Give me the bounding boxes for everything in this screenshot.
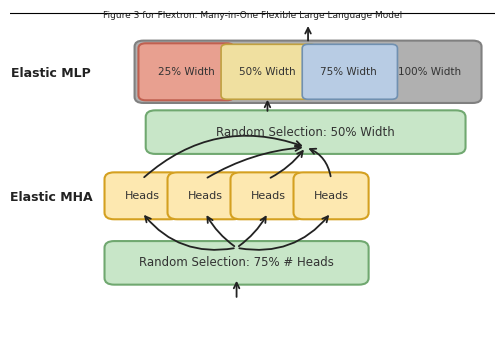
FancyBboxPatch shape: [146, 110, 466, 154]
FancyBboxPatch shape: [134, 41, 482, 103]
FancyBboxPatch shape: [168, 172, 243, 219]
Text: Random Selection: 50% Width: Random Selection: 50% Width: [216, 126, 395, 139]
Text: Heads: Heads: [124, 191, 160, 201]
Text: 50% Width: 50% Width: [239, 67, 296, 77]
FancyBboxPatch shape: [221, 44, 316, 99]
Text: Figure 3 for Flextron: Many-in-One Flexible Large Language Model: Figure 3 for Flextron: Many-in-One Flexi…: [103, 11, 402, 20]
Text: Random Selection: 75% # Heads: Random Selection: 75% # Heads: [139, 256, 334, 269]
Text: Elastic MLP: Elastic MLP: [11, 67, 91, 80]
FancyBboxPatch shape: [294, 172, 369, 219]
Text: Elastic MHA: Elastic MHA: [10, 191, 93, 204]
Text: 75% Width: 75% Width: [320, 67, 377, 77]
FancyBboxPatch shape: [302, 44, 397, 99]
Text: Heads: Heads: [313, 191, 349, 201]
Text: 25% Width: 25% Width: [158, 67, 215, 77]
Text: Heads: Heads: [187, 191, 223, 201]
Text: Heads: Heads: [250, 191, 286, 201]
Text: 100% Width: 100% Width: [398, 67, 461, 77]
FancyBboxPatch shape: [105, 172, 180, 219]
FancyBboxPatch shape: [231, 172, 306, 219]
FancyBboxPatch shape: [105, 241, 369, 285]
FancyBboxPatch shape: [138, 43, 234, 100]
